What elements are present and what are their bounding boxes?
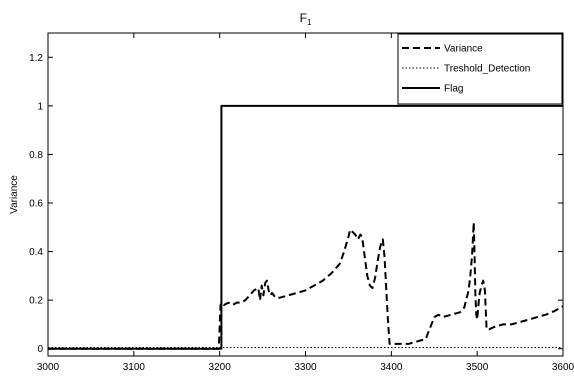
x-tick-label: 3500 — [466, 362, 489, 373]
x-tick-label: 3000 — [37, 362, 60, 373]
x-tick-label: 3400 — [380, 362, 403, 373]
legend-label: Flag — [444, 84, 463, 95]
y-axis-label: Variance — [9, 175, 20, 214]
x-tick-label: 3100 — [123, 362, 146, 373]
y-tick-label: 0.2 — [29, 296, 43, 307]
legend-label: Variance — [444, 44, 483, 55]
legend-box — [397, 33, 563, 105]
axis-ticks: 3000 3100 3200 3300 3400 3500 3600 0 0.2 0.4 0.6 0.… — [29, 33, 574, 373]
y-tick-label: 1.2 — [29, 53, 43, 64]
y-tick-label: 0.6 — [29, 199, 43, 210]
legend: Variance Treshold_Detection Flag — [397, 33, 563, 105]
x-tick-label: 3600 — [552, 362, 574, 373]
chart-title-main: F — [300, 11, 307, 25]
series-lines — [48, 104, 564, 350]
x-tick-label: 3300 — [294, 362, 317, 373]
x-tick-label: 3200 — [209, 362, 232, 373]
chart-title-subscript: 1 — [307, 18, 312, 27]
series-line-flag — [48, 104, 563, 350]
y-tick-label: 0.4 — [29, 247, 43, 258]
y-tick-label: 0 — [37, 344, 43, 355]
y-tick-label: 1 — [37, 101, 43, 112]
y-tick-label: 0.8 — [29, 150, 43, 161]
series-line-variance — [48, 221, 564, 350]
legend-label: Treshold_Detection — [444, 64, 530, 75]
chart-title: F1 — [300, 11, 312, 27]
